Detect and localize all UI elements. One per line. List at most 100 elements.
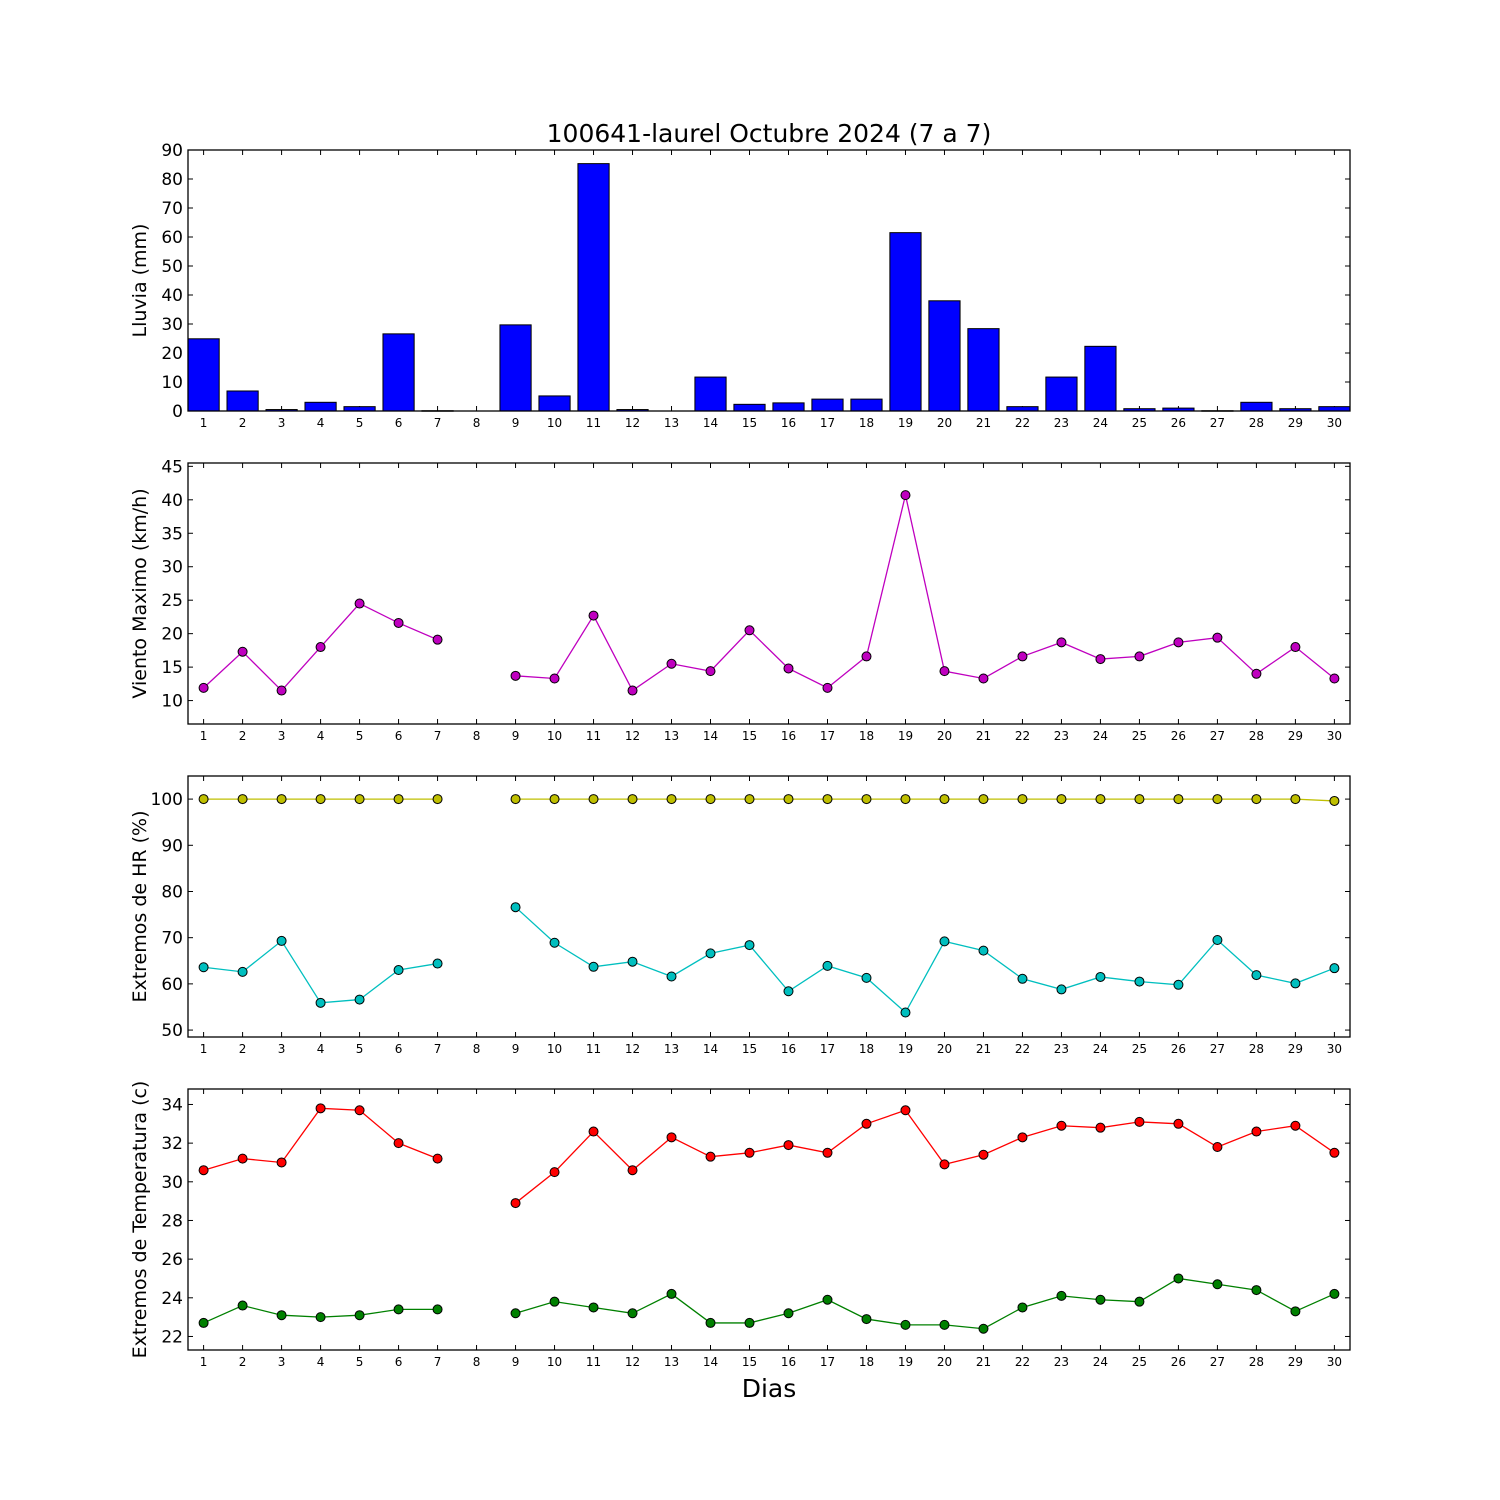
wind-max-point: [783, 663, 794, 674]
wind-max-point: [705, 666, 716, 677]
x-tick-label: 11: [586, 416, 601, 430]
x-tick-label: 4: [317, 729, 325, 743]
x-tick-label: 20: [937, 1355, 952, 1369]
hr-min-point: [822, 960, 833, 971]
rain-bar: [733, 403, 766, 412]
x-tick-label: 25: [1132, 729, 1147, 743]
hr-max-point: [1173, 794, 1184, 805]
x-tick-label: 21: [976, 416, 991, 430]
wind-max-point: [978, 673, 989, 684]
y-tick-label: 0: [172, 402, 183, 422]
wind-max-point: [900, 490, 911, 501]
y-tick-label: 30: [161, 1173, 183, 1193]
temp-min-point: [705, 1317, 716, 1328]
plot-frame: [187, 462, 1351, 725]
wind-max-point: [276, 685, 287, 696]
x-tick-label: 30: [1327, 729, 1342, 743]
temp-max-point: [666, 1132, 677, 1143]
hr-min-point: [705, 948, 716, 959]
x-tick-label: 24: [1093, 1042, 1108, 1056]
temp-min-point: [822, 1294, 833, 1305]
x-tick-label: 1: [200, 416, 208, 430]
y-tick-label: 40: [161, 491, 183, 511]
temp-min-line: [515, 1277, 1335, 1330]
temp-min-point: [432, 1304, 443, 1315]
hr-max-point: [276, 794, 287, 805]
x-tick-label: 25: [1132, 1355, 1147, 1369]
x-tick-label: 23: [1054, 1042, 1069, 1056]
chart-title: 100641-laurel Octubre 2024 (7 a 7): [547, 119, 992, 148]
plot-frame: [187, 149, 1351, 412]
y-tick-label: 28: [161, 1211, 183, 1231]
wind-max-point: [744, 625, 755, 636]
rain-bar: [343, 406, 376, 412]
temp-max-point: [315, 1103, 326, 1114]
x-tick-label: 7: [434, 1355, 442, 1369]
x-tick-label: 18: [859, 416, 874, 430]
temp-max-point: [510, 1198, 521, 1209]
temp-max-point: [276, 1157, 287, 1168]
x-tick-label: 15: [742, 1355, 757, 1369]
y-axis-label-temperature: Extremos de Temperatura (c): [129, 1081, 151, 1359]
panel-temperature: Extremos de Temperatura (c) 2224262830323…: [129, 1081, 1351, 1369]
rain-bar: [694, 376, 727, 412]
x-tick-label: 10: [547, 1042, 562, 1056]
hr-max-point: [198, 794, 209, 805]
y-tick-label: 40: [161, 286, 183, 306]
wind-max-point: [549, 673, 560, 684]
x-tick-label: 21: [976, 1042, 991, 1056]
hr-min-point: [1329, 963, 1340, 974]
x-tick-label: 23: [1054, 729, 1069, 743]
temp-max-point: [939, 1159, 950, 1170]
hr-max-point: [588, 794, 599, 805]
x-tick-label: 28: [1249, 1042, 1264, 1056]
y-tick-label: 22: [161, 1327, 183, 1347]
y-tick-label: 34: [161, 1095, 183, 1115]
temp-min-point: [510, 1308, 521, 1319]
wind-max-point: [861, 651, 872, 662]
x-tick-label: 15: [742, 1042, 757, 1056]
hr-max-point: [744, 794, 755, 805]
hr-max-point: [549, 794, 560, 805]
hr-max-point: [822, 794, 833, 805]
x-tick-label: 19: [898, 729, 913, 743]
wind-max-point: [237, 646, 248, 657]
x-tick-label: 17: [820, 729, 835, 743]
temp-max-point: [393, 1138, 404, 1149]
hr-min-point: [939, 936, 950, 947]
x-tick-label: 15: [742, 729, 757, 743]
wind-max-point: [666, 658, 677, 669]
wind-max-point: [1173, 637, 1184, 648]
x-tick-label: 23: [1054, 1355, 1069, 1369]
x-tick-label: 17: [820, 1042, 835, 1056]
temp-min-point: [1329, 1288, 1340, 1299]
hr-min-point: [1290, 978, 1301, 989]
hr-max-point: [1290, 794, 1301, 805]
rain-bar: [226, 390, 259, 412]
y-tick-label: 90: [161, 836, 183, 856]
rain-bar: [850, 398, 883, 412]
temp-max-point: [978, 1149, 989, 1160]
hr-min-point: [549, 937, 560, 948]
wind-max-point: [1251, 668, 1262, 679]
y-tick-label: 70: [161, 199, 183, 219]
temp-max-point: [1173, 1118, 1184, 1129]
temp-max-point: [1095, 1122, 1106, 1133]
temp-max-point: [822, 1147, 833, 1158]
hr-max-line: [515, 798, 1335, 802]
plot-frame: [187, 775, 1351, 1038]
x-tick-label: 16: [781, 729, 796, 743]
x-tick-label: 30: [1327, 416, 1342, 430]
x-tick-label: 18: [859, 1042, 874, 1056]
wind-max-point: [315, 642, 326, 653]
hr-max-point: [1056, 794, 1067, 805]
wind-max-point: [198, 682, 209, 693]
y-tick-label: 90: [161, 141, 183, 161]
rain-bar: [304, 401, 337, 412]
plot-frame: [187, 1088, 1351, 1351]
hr-max-point: [783, 794, 794, 805]
hr-min-point: [432, 958, 443, 969]
hr-min-point: [1134, 976, 1145, 987]
y-tick-label: 60: [161, 228, 183, 248]
x-tick-label: 17: [820, 1355, 835, 1369]
